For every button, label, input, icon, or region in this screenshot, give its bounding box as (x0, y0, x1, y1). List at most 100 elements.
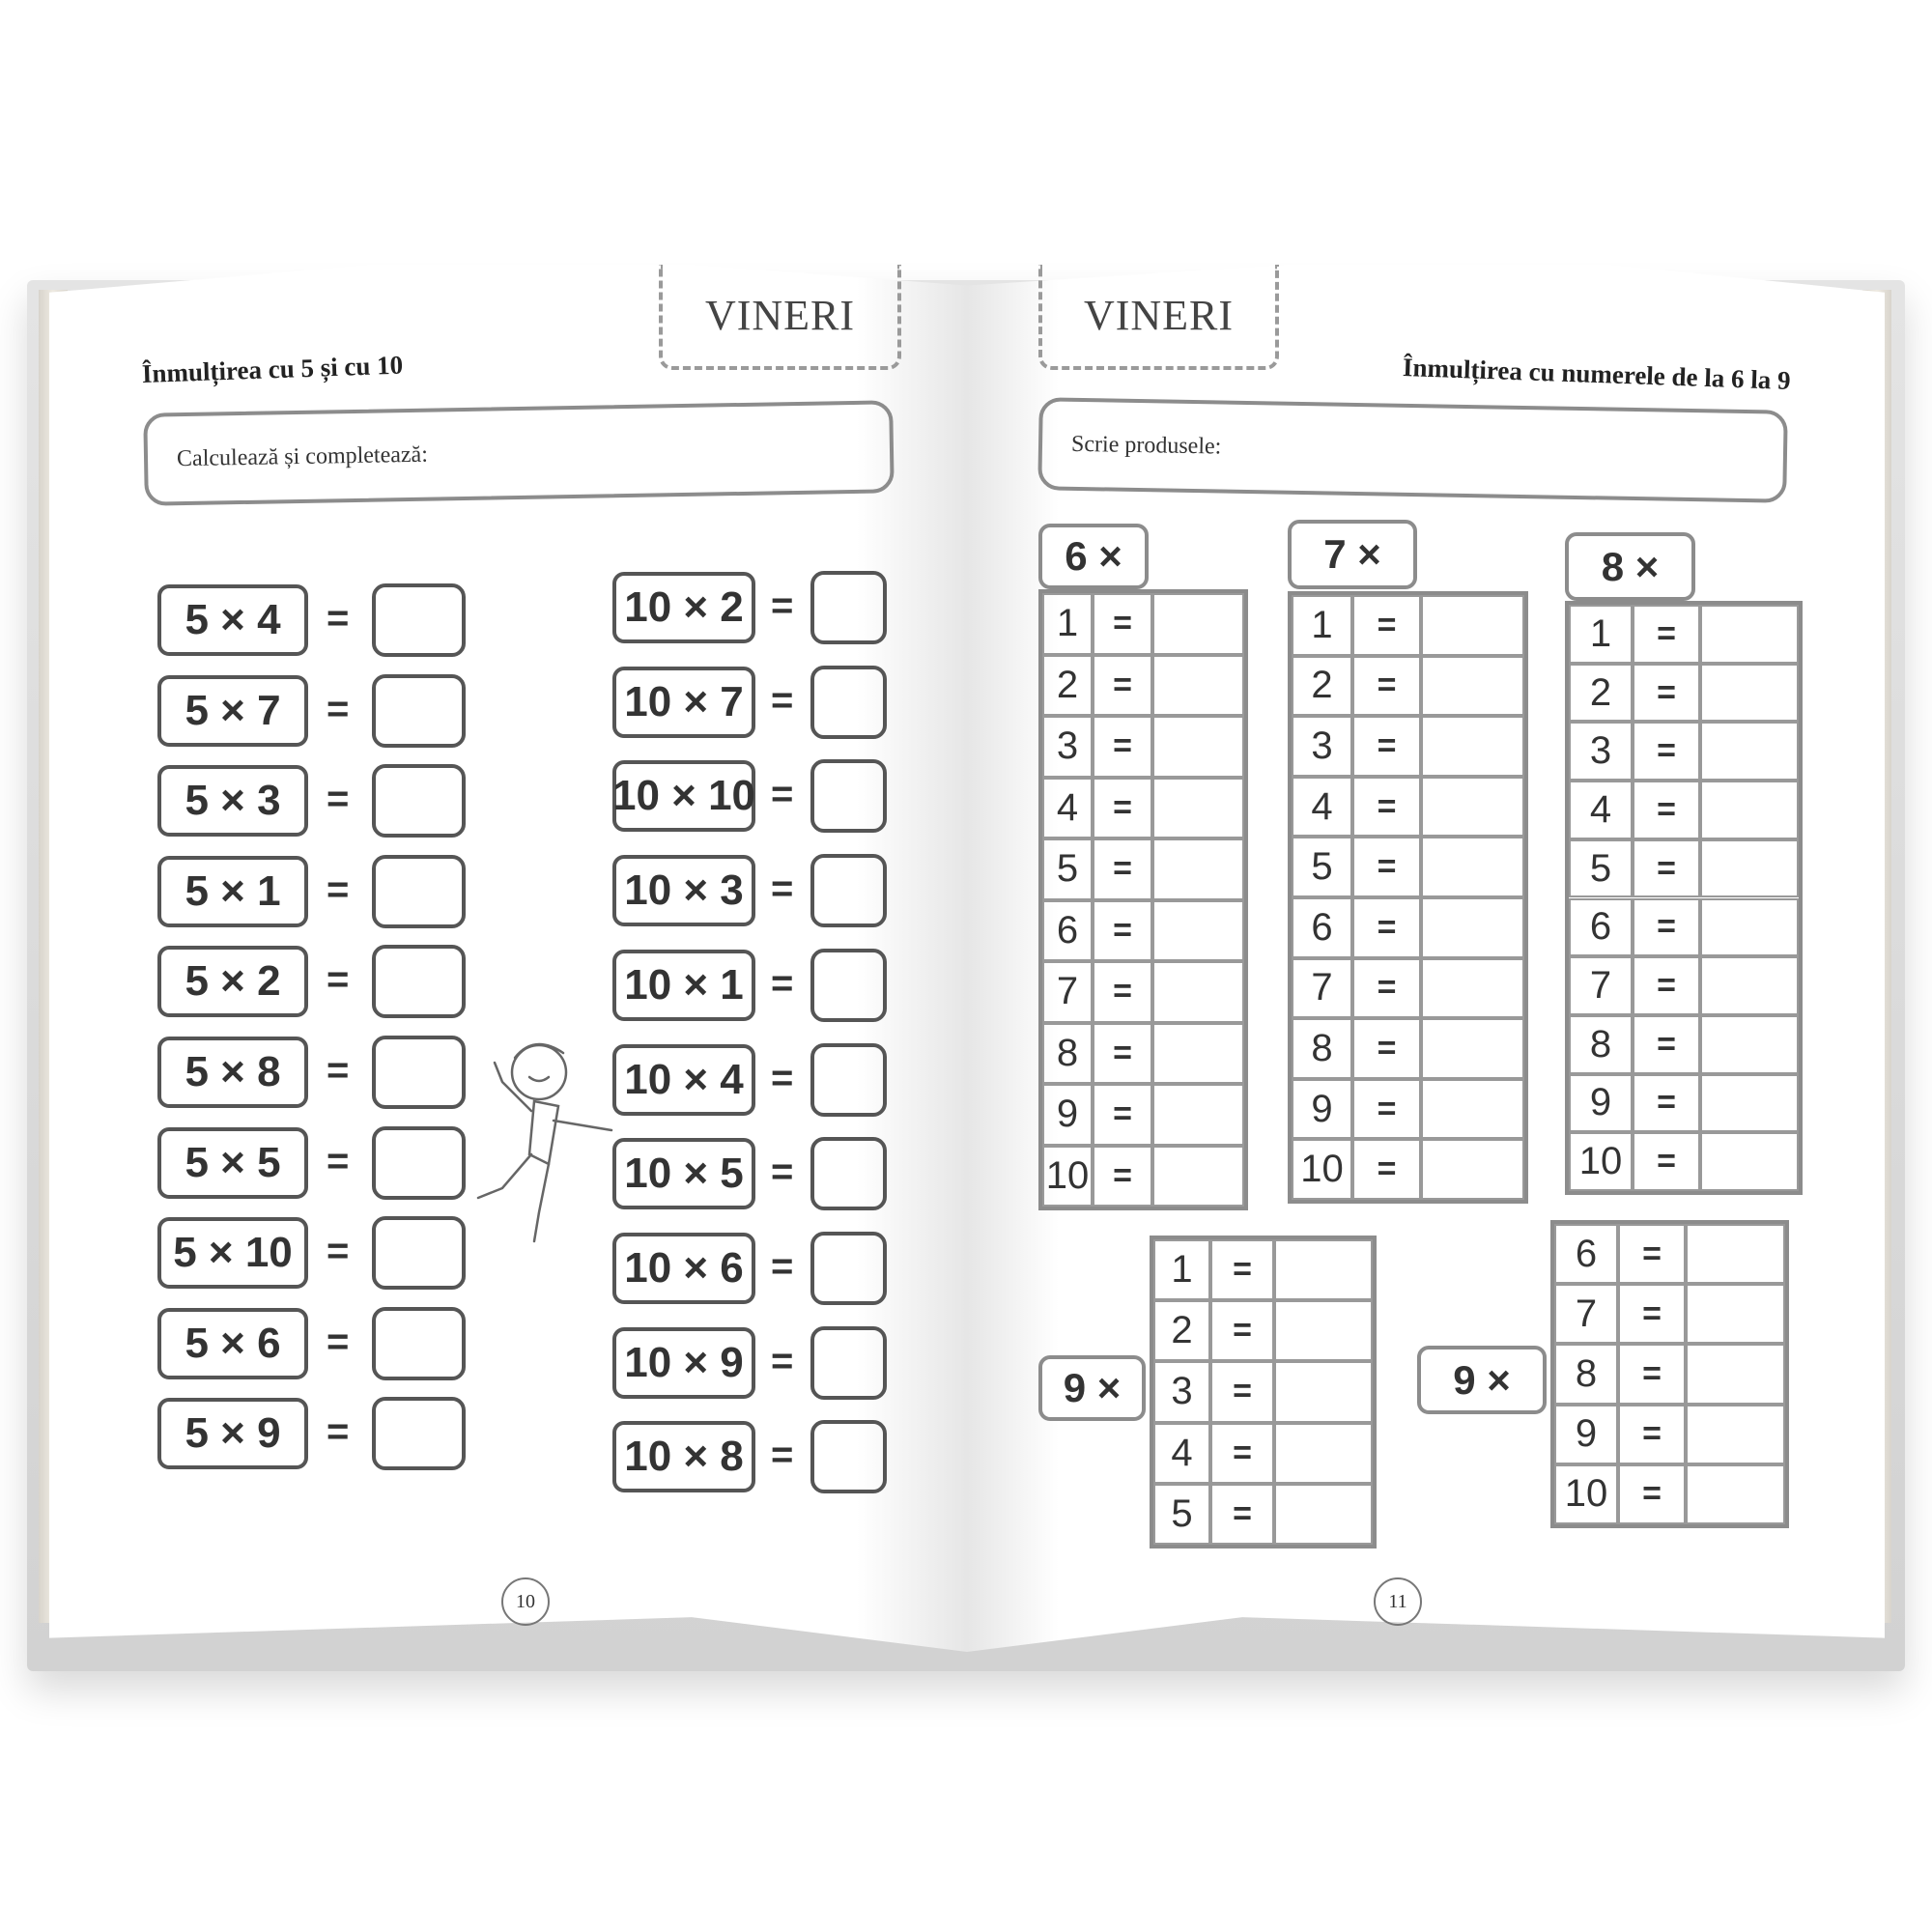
product-answer-cell[interactable] (1686, 1463, 1785, 1524)
product-answer-cell[interactable] (1421, 776, 1524, 838)
equals-sign: = (1633, 722, 1700, 781)
equals-sign: = (1633, 1014, 1700, 1074)
equals-sign: = (771, 1151, 794, 1194)
answer-box[interactable] (372, 1306, 466, 1380)
answer-box[interactable] (372, 1397, 466, 1471)
product-answer-cell[interactable] (1152, 654, 1244, 716)
equals-sign: = (1093, 899, 1152, 961)
answer-box[interactable] (810, 759, 887, 834)
product-answer-cell[interactable] (1686, 1224, 1785, 1285)
row-factor: 6 (1042, 899, 1093, 961)
equals-sign: = (1093, 961, 1152, 1023)
product-answer-cell[interactable] (1421, 837, 1524, 897)
table-row: 9 = (1042, 1084, 1244, 1146)
product-answer-cell[interactable] (1152, 1084, 1244, 1146)
answer-box[interactable] (810, 1420, 887, 1494)
answer-box[interactable] (372, 764, 466, 838)
product-answer-cell[interactable] (1700, 781, 1799, 839)
product-answer-cell[interactable] (1274, 1483, 1373, 1545)
exercise-expression: 5 × 1 (157, 855, 308, 927)
product-answer-cell[interactable] (1686, 1284, 1785, 1345)
row-factor: 2 (1569, 663, 1633, 723)
equals-sign: = (1352, 897, 1421, 958)
product-answer-cell[interactable] (1421, 1139, 1524, 1200)
row-factor: 8 (1292, 1018, 1352, 1079)
product-answer-cell[interactable] (1274, 1239, 1373, 1301)
equals-sign: = (1352, 1139, 1421, 1200)
table-row: 9 = (1292, 1078, 1524, 1140)
exercise-expression: 5 × 10 (157, 1217, 308, 1290)
row-factor: 4 (1569, 781, 1633, 839)
answer-box[interactable] (810, 665, 887, 739)
multiplication-table: 6 = 7 = 8 = 9 = 10 = (1550, 1220, 1789, 1528)
product-answer-cell[interactable] (1152, 961, 1244, 1023)
product-answer-cell[interactable] (1686, 1404, 1785, 1464)
table-row: 9 = (1569, 1073, 1799, 1133)
table-multiplier-label: 9 × (1038, 1355, 1146, 1421)
equals-sign: = (1633, 663, 1700, 723)
answer-box[interactable] (372, 1125, 466, 1200)
equals-sign: = (771, 1434, 794, 1477)
product-answer-cell[interactable] (1700, 1014, 1799, 1074)
row-factor: 2 (1153, 1300, 1210, 1362)
product-answer-cell[interactable] (1700, 897, 1799, 957)
answer-box[interactable] (372, 854, 466, 928)
product-answer-cell[interactable] (1421, 1078, 1524, 1140)
answer-box[interactable] (810, 1042, 887, 1117)
table-row: 4 = (1153, 1422, 1373, 1484)
product-answer-cell[interactable] (1152, 593, 1244, 655)
equals-sign: = (1093, 716, 1152, 778)
product-answer-cell[interactable] (1152, 1022, 1244, 1084)
table-row: 8 = (1569, 1014, 1799, 1074)
instruction-text: Calculează și completează: (176, 441, 429, 471)
answer-box[interactable] (810, 948, 887, 1022)
answer-box[interactable] (372, 1216, 466, 1291)
equals-sign: = (1210, 1239, 1274, 1301)
equals-sign: = (1210, 1361, 1274, 1423)
table-row: 4 = (1569, 781, 1799, 839)
left-instruction-box: Calculează și completează: (143, 400, 895, 506)
answer-box[interactable] (372, 583, 466, 657)
product-answer-cell[interactable] (1152, 716, 1244, 778)
page-number-left: 10 (501, 1577, 550, 1626)
product-answer-cell[interactable] (1421, 655, 1524, 717)
product-answer-cell[interactable] (1421, 595, 1524, 656)
row-factor: 3 (1042, 716, 1093, 778)
product-answer-cell[interactable] (1421, 957, 1524, 1019)
answer-box[interactable] (810, 1231, 887, 1305)
product-answer-cell[interactable] (1421, 1018, 1524, 1079)
answer-box[interactable] (372, 1036, 466, 1109)
product-answer-cell[interactable] (1700, 722, 1799, 781)
equals-sign: = (771, 1244, 794, 1288)
answer-box[interactable] (810, 854, 887, 928)
answer-box[interactable] (810, 1325, 887, 1400)
product-answer-cell[interactable] (1700, 956, 1799, 1015)
product-answer-cell[interactable] (1152, 838, 1244, 900)
answer-box[interactable] (372, 673, 466, 748)
product-answer-cell[interactable] (1700, 1073, 1799, 1133)
table-row: 2 = (1292, 655, 1524, 717)
answer-box[interactable] (810, 1137, 887, 1211)
answer-box[interactable] (372, 945, 466, 1019)
answer-box[interactable] (810, 571, 887, 644)
product-answer-cell[interactable] (1152, 1145, 1244, 1207)
product-answer-cell[interactable] (1274, 1300, 1373, 1362)
table-row: 2 = (1569, 663, 1799, 723)
product-answer-cell[interactable] (1421, 897, 1524, 958)
row-factor: 3 (1292, 716, 1352, 777)
table-row: 4 = (1042, 777, 1244, 838)
product-answer-cell[interactable] (1152, 899, 1244, 961)
product-answer-cell[interactable] (1274, 1422, 1373, 1484)
equals-sign: = (771, 1339, 794, 1382)
product-answer-cell[interactable] (1700, 1132, 1799, 1191)
product-answer-cell[interactable] (1700, 838, 1799, 898)
row-factor: 5 (1292, 837, 1352, 897)
product-answer-cell[interactable] (1700, 663, 1799, 723)
product-answer-cell[interactable] (1686, 1344, 1785, 1405)
product-answer-cell[interactable] (1274, 1361, 1373, 1423)
product-answer-cell[interactable] (1421, 716, 1524, 777)
product-answer-cell[interactable] (1152, 777, 1244, 838)
product-answer-cell[interactable] (1700, 605, 1799, 664)
equals-sign: = (1093, 654, 1152, 716)
equals-sign: = (771, 961, 794, 1005)
